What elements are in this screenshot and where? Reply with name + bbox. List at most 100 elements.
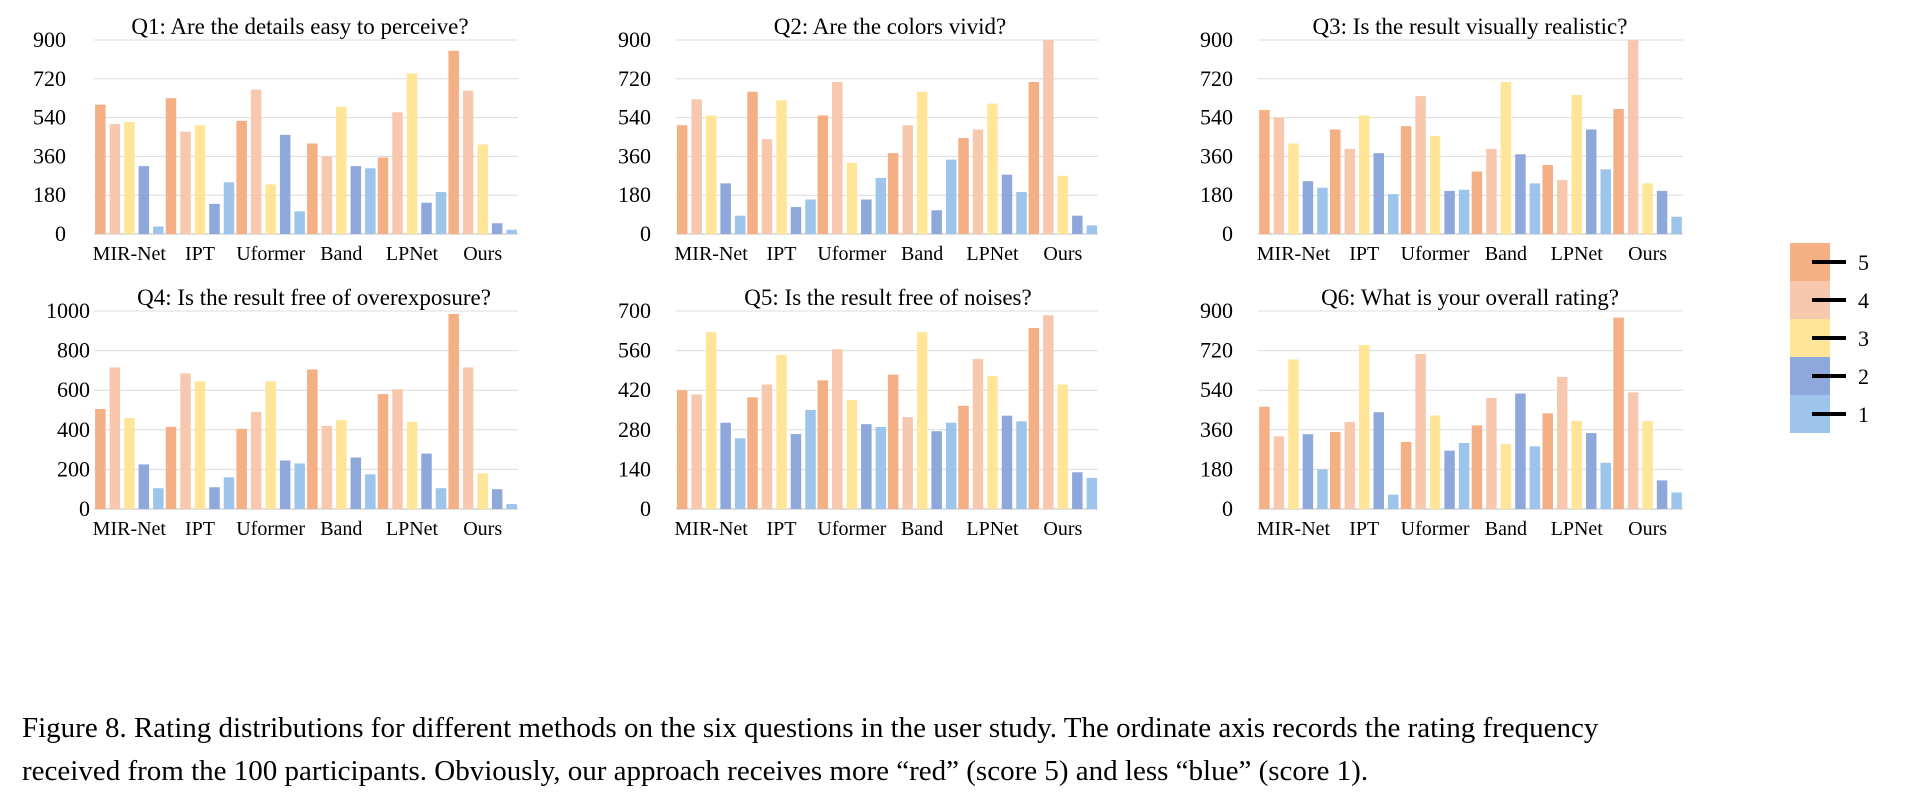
bar-band-score-4 xyxy=(321,425,333,509)
bar-mir-net-score-3 xyxy=(124,121,135,234)
bar-lpnet-score-5 xyxy=(1542,165,1553,234)
bar-ipt-score-5 xyxy=(165,98,177,234)
bar-ipt-score-5 xyxy=(747,397,758,509)
y-tick-label: 360 xyxy=(1200,143,1233,168)
x-tick-label: IPT xyxy=(185,243,215,265)
bar-mir-net-score-3 xyxy=(705,332,717,509)
bar-band-score-5 xyxy=(887,153,899,234)
y-tick-label: 180 xyxy=(1200,456,1233,481)
y-tick-label: 900 xyxy=(33,27,66,52)
legend-label: 4 xyxy=(1858,288,1869,313)
bar-mir-net-score-1 xyxy=(153,226,164,234)
bar-ipt-score-4 xyxy=(1344,148,1355,234)
bar-ipt-score-1 xyxy=(1388,494,1399,509)
y-tick-label: 720 xyxy=(33,66,66,91)
bar-ours-score-5 xyxy=(1613,317,1624,509)
bar-band-score-5 xyxy=(887,374,899,509)
y-tick-label: 180 xyxy=(1200,182,1233,207)
bar-ipt-score-4 xyxy=(761,139,773,234)
legend-label: 5 xyxy=(1858,250,1869,275)
x-tick-label: LPNet xyxy=(1551,243,1604,265)
y-tick-label: 720 xyxy=(1200,338,1233,363)
bar-band-score-4 xyxy=(1486,397,1497,509)
legend: 5 4 3 2 1 xyxy=(1790,243,1869,433)
bar-band-score-3 xyxy=(336,106,347,234)
y-tick-label: 600 xyxy=(57,377,90,402)
x-tick-label: Band xyxy=(1485,243,1527,265)
y-tick-label: 900 xyxy=(1200,27,1233,52)
bar-ours-score-1 xyxy=(506,229,517,234)
y-tick-label: 0 xyxy=(640,496,651,521)
bar-ours-score-5 xyxy=(1028,82,1040,235)
bar-mir-net-score-2 xyxy=(1302,181,1314,234)
bar-mir-net-score-2 xyxy=(720,422,731,509)
bar-band-score-1 xyxy=(1529,446,1541,509)
x-tick-label: MIR-Net xyxy=(1257,243,1331,265)
bar-mir-net-score-3 xyxy=(705,115,717,234)
bar-ours-score-2 xyxy=(1656,190,1668,234)
bar-mir-net-score-4 xyxy=(691,99,702,235)
bar-uformer-score-5 xyxy=(236,428,247,509)
bar-uformer-score-2 xyxy=(861,424,872,509)
y-tick-label: 180 xyxy=(618,182,651,207)
bar-ipt-score-2 xyxy=(790,207,802,234)
y-tick-label: 540 xyxy=(33,105,66,130)
bar-lpnet-score-4 xyxy=(1557,377,1568,509)
bar-lpnet-score-2 xyxy=(421,202,432,234)
x-tick-label: Ours xyxy=(1628,518,1667,540)
bar-uformer-score-2 xyxy=(1444,190,1455,234)
x-tick-label: MIR-Net xyxy=(1257,518,1331,540)
y-tick-label: 0 xyxy=(640,221,651,246)
bar-ipt-score-3 xyxy=(1359,115,1370,234)
bar-ours-score-3 xyxy=(1057,384,1069,509)
bar-band-score-3 xyxy=(916,91,928,234)
bar-lpnet-score-4 xyxy=(972,359,984,509)
bar-lpnet-score-3 xyxy=(406,73,418,235)
y-tick-label: 360 xyxy=(618,143,651,168)
bar-ours-score-4 xyxy=(1043,40,1054,234)
bar-mir-net-score-4 xyxy=(1273,117,1285,234)
bar-lpnet-score-3 xyxy=(987,376,998,509)
bar-ipt-score-4 xyxy=(761,384,773,509)
y-tick-label: 540 xyxy=(1200,377,1233,402)
bar-ours-score-5 xyxy=(1613,108,1624,234)
y-tick-label: 180 xyxy=(33,182,66,207)
bar-ipt-score-4 xyxy=(1344,422,1355,509)
legend-label: 2 xyxy=(1858,364,1869,389)
bar-ipt-score-2 xyxy=(209,203,220,234)
chart-panel-6: 0 180 360 540 720 900 Q6: What is your overall… xyxy=(1200,285,1683,540)
bar-mir-net-score-5 xyxy=(95,409,106,509)
bar-uformer-score-2 xyxy=(1444,450,1455,509)
x-tick-label: Ours xyxy=(1043,518,1082,540)
bar-uformer-score-5 xyxy=(817,115,829,234)
bar-ours-score-1 xyxy=(506,504,517,509)
bar-lpnet-score-2 xyxy=(1001,174,1013,234)
bar-uformer-score-3 xyxy=(265,381,276,509)
bar-ours-score-2 xyxy=(1072,472,1083,509)
bar-uformer-score-1 xyxy=(875,177,887,234)
bar-band-score-4 xyxy=(1486,148,1497,234)
bar-band-score-5 xyxy=(307,143,318,234)
bar-ipt-score-1 xyxy=(1388,194,1399,234)
bar-ours-score-3 xyxy=(477,473,488,509)
bar-band-score-1 xyxy=(365,474,376,509)
bar-ours-score-1 xyxy=(1086,225,1098,234)
bar-ours-score-2 xyxy=(1656,480,1668,509)
y-tick-label: 560 xyxy=(618,338,651,363)
chart-title: Q1: Are the details easy to perceive? xyxy=(131,14,468,39)
bar-band-score-5 xyxy=(1471,425,1483,509)
x-tick-label: Band xyxy=(901,243,943,265)
x-tick-label: Band xyxy=(320,518,362,540)
bar-uformer-score-5 xyxy=(1400,126,1412,234)
caption-line-2: received from the 100 participants. Obvi… xyxy=(22,755,1369,787)
y-tick-label: 400 xyxy=(57,417,90,442)
x-tick-label: IPT xyxy=(1349,243,1379,265)
bar-band-score-4 xyxy=(902,125,913,234)
bar-uformer-score-5 xyxy=(1400,441,1412,509)
x-tick-label: LPNet xyxy=(386,518,439,540)
bar-ours-score-3 xyxy=(1642,421,1653,509)
y-tick-label: 200 xyxy=(57,456,90,481)
bar-ipt-score-5 xyxy=(1330,432,1341,509)
bar-lpnet-score-3 xyxy=(406,421,418,509)
